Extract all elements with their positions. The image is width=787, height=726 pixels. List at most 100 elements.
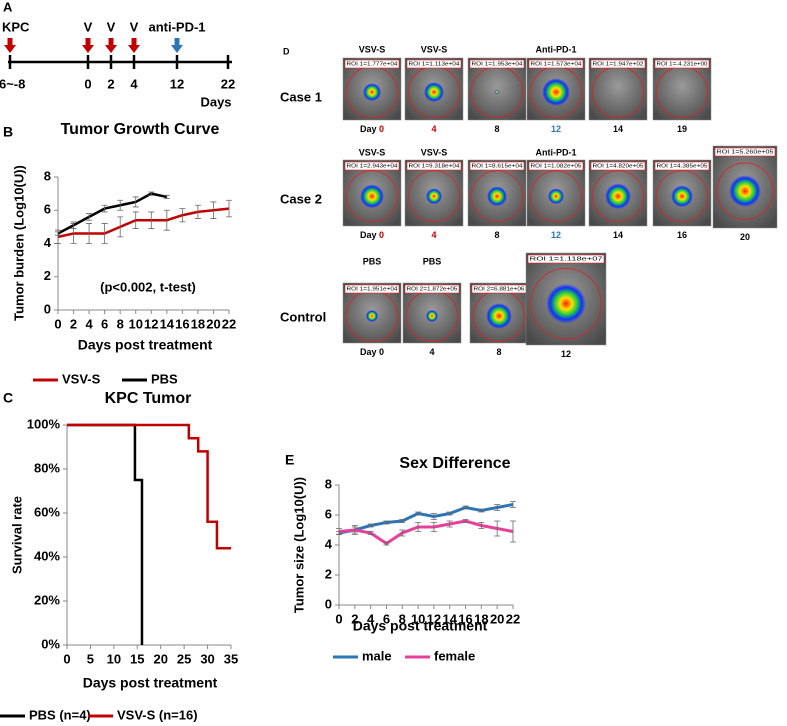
timeline-tick-label: 12 — [170, 76, 184, 91]
roi-circle — [716, 162, 774, 220]
day-number: 8 — [496, 347, 501, 357]
signal — [495, 90, 499, 95]
day-number: 12 — [561, 349, 571, 359]
legend-label: male — [362, 648, 392, 663]
series-line — [57, 192, 168, 235]
roi-label: ROI 1=1.777e+04 — [347, 62, 398, 68]
timeline-tick-label: 0 — [84, 76, 91, 91]
roi-circle — [656, 170, 708, 223]
signal — [542, 78, 570, 107]
roi-box — [528, 161, 584, 171]
x-tick-label: 15 — [130, 651, 144, 666]
x-tick-label: 0 — [63, 651, 70, 666]
error-bar — [367, 531, 374, 535]
roi-label: ROI 1=1.118e+07 — [530, 257, 603, 263]
series-line — [67, 423, 144, 645]
bioluminescence-image — [652, 57, 712, 121]
error-bar — [117, 216, 124, 238]
error-bar — [70, 221, 77, 229]
x-tick-label: 22 — [222, 316, 236, 331]
day-label: 16 — [677, 230, 687, 240]
x-tick-label: 14 — [160, 316, 175, 331]
x-tick-label: 22 — [506, 611, 520, 626]
day-label: 8 — [494, 230, 499, 240]
x-tick-label: 2 — [351, 611, 358, 626]
signal — [360, 184, 384, 209]
roi-label: ROI 2=1.872e+05 — [407, 287, 458, 293]
error-bar — [55, 231, 61, 236]
error-bar — [210, 201, 217, 219]
roi-box — [654, 161, 710, 171]
error-bar — [179, 208, 186, 223]
day-number: 4 — [429, 347, 434, 357]
signal — [729, 175, 761, 208]
timeline-unit: Days — [200, 94, 231, 109]
y-tick-label: 20% — [34, 592, 60, 607]
roi-label: ROI 1=1.113e+04 — [409, 62, 460, 68]
roi-box — [344, 161, 400, 171]
day-number: 4 — [431, 124, 436, 134]
error-bar — [226, 199, 232, 218]
x-tick-label: 12 — [427, 611, 441, 626]
series-line — [338, 503, 514, 535]
day-prefix: Day — [360, 230, 377, 240]
error-bar — [478, 508, 485, 513]
x-tick-label: 30 — [200, 651, 214, 666]
y-axis-label: Tumor size (Log10(U)) — [291, 477, 306, 613]
signal — [424, 82, 444, 103]
error-bar — [117, 199, 124, 211]
x-tick-label: 20 — [490, 611, 504, 626]
timeline-arrow — [105, 38, 117, 53]
day-label: 14 — [613, 230, 623, 240]
signal — [546, 283, 586, 324]
legend-label: female — [434, 648, 475, 663]
signal — [363, 83, 381, 102]
timeline-tick-label: 22 — [221, 76, 235, 91]
roi-circle — [530, 170, 582, 223]
roi-label: ROI 1=1.082e+05 — [531, 164, 582, 170]
day-number: 8 — [494, 124, 499, 134]
roi-box — [654, 59, 710, 69]
day-label: Day 0 — [360, 347, 384, 357]
error-bar — [478, 522, 485, 529]
day-number: 4 — [431, 230, 436, 240]
day-label: 12 — [551, 230, 561, 240]
y-axis-label: Tumor burden (Log10(U)) — [11, 165, 26, 321]
roi-label: ROI 1=1.573e+04 — [531, 62, 582, 68]
image-header: VSV-S — [359, 44, 386, 54]
y-tick-label: 4 — [44, 235, 52, 250]
y-tick-label: 0 — [325, 596, 332, 611]
day-label: 4 — [431, 230, 436, 240]
x-tick-label: 35 — [224, 651, 238, 666]
legend-label: PBS — [151, 371, 178, 386]
day-label: 4 — [429, 347, 434, 357]
error-bar — [430, 522, 437, 532]
day-prefix: Day — [360, 124, 377, 134]
day-number: 20 — [740, 232, 750, 242]
panel-label: A — [3, 0, 13, 14]
error-bar — [194, 204, 201, 219]
roi-label: ROI 1=1.951e+04 — [347, 287, 398, 293]
error-bar — [367, 523, 374, 528]
y-tick-label: 8 — [325, 476, 332, 491]
y-tick-label: 8 — [44, 168, 51, 183]
x-tick-label: 14 — [442, 611, 457, 626]
error-bar — [415, 522, 422, 532]
x-tick-label: 20 — [206, 316, 220, 331]
chart-title: Tumor Growth Curve — [61, 121, 220, 138]
x-tick-label: 10 — [411, 611, 425, 626]
roi-box — [404, 284, 460, 294]
signal — [366, 310, 378, 322]
timeline-tick-label: -6~-8 — [0, 76, 25, 91]
day-number: 8 — [494, 230, 499, 240]
x-tick-label: 5 — [87, 651, 94, 666]
roi-label: ROI 1=8.615e+04 — [472, 164, 523, 170]
day-number: 0 — [379, 347, 384, 357]
day-label: 8 — [494, 124, 499, 134]
error-bar — [101, 204, 108, 213]
image-header: Anti-PD-1 — [536, 147, 577, 157]
x-tick-label: 20 — [153, 651, 167, 666]
day-label: Day 0 — [360, 230, 384, 240]
roi-circle — [592, 170, 644, 223]
x-tick-label: 4 — [367, 611, 375, 626]
